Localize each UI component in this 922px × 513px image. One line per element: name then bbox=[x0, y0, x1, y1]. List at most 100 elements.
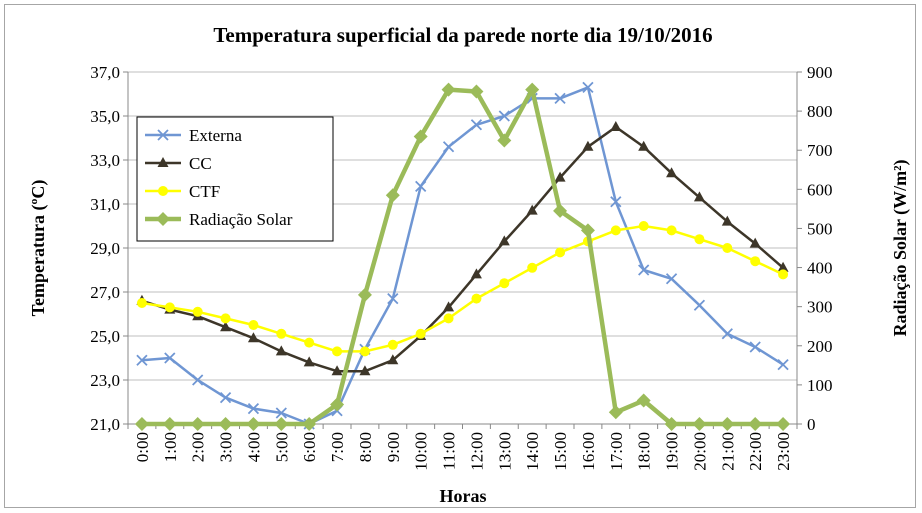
y-tick-label: 27,0 bbox=[90, 283, 120, 302]
data-point bbox=[527, 262, 538, 273]
data-point bbox=[749, 341, 761, 353]
y2-tick-label: 300 bbox=[807, 298, 833, 317]
data-point bbox=[218, 417, 233, 431]
data-point bbox=[190, 417, 205, 431]
data-point bbox=[359, 346, 370, 357]
series-cc bbox=[136, 121, 789, 376]
data-point bbox=[526, 204, 538, 215]
x-tick-label: 21:00 bbox=[718, 432, 737, 471]
x-tick-label: 11:00 bbox=[440, 432, 459, 470]
y2-axis-label: Radiação Solar (W/m²) bbox=[890, 159, 911, 336]
y2-tick-label: 500 bbox=[807, 219, 833, 238]
series-line bbox=[141, 125, 784, 373]
y2-axis-ticks: 0 100 200 300 400 500 600 700 800 900 bbox=[797, 63, 833, 434]
series-ctf bbox=[136, 221, 789, 357]
x-tick-label: 20:00 bbox=[690, 432, 709, 471]
data-point bbox=[247, 332, 259, 343]
data-point bbox=[693, 299, 706, 311]
data-point bbox=[692, 417, 707, 431]
data-point bbox=[610, 196, 622, 208]
data-point bbox=[275, 345, 287, 356]
x-tick-label: 13:00 bbox=[495, 432, 514, 471]
legend: Externa CC CTF Radiação Solar bbox=[136, 116, 334, 242]
x-tick-label: 12:00 bbox=[467, 432, 486, 471]
x-tick-label: 15:00 bbox=[551, 432, 570, 471]
y2-tick-label: 100 bbox=[807, 376, 833, 395]
y2-tick-label: 800 bbox=[807, 102, 833, 121]
legend-label: CC bbox=[189, 154, 212, 173]
y-tick-label: 25,0 bbox=[90, 327, 120, 346]
x-tick-label: 5:00 bbox=[272, 432, 291, 462]
data-point bbox=[470, 268, 482, 279]
x-tick-label: 23:00 bbox=[774, 432, 793, 471]
x-tick-label: 9:00 bbox=[384, 432, 403, 462]
x-tick-label: 7:00 bbox=[328, 432, 347, 462]
x-tick-label: 3:00 bbox=[217, 432, 236, 462]
data-point bbox=[776, 417, 791, 431]
data-point bbox=[498, 235, 510, 246]
y2-tick-label: 900 bbox=[807, 63, 833, 82]
series-group bbox=[134, 81, 791, 431]
y2-tick-label: 0 bbox=[807, 415, 816, 434]
data-point bbox=[302, 417, 317, 431]
x-tick-label: 10:00 bbox=[412, 432, 431, 471]
data-point bbox=[499, 278, 510, 289]
data-point bbox=[666, 167, 678, 178]
y-tick-label: 37,0 bbox=[90, 63, 120, 82]
legend-label: CTF bbox=[189, 182, 220, 201]
data-point bbox=[248, 320, 259, 330]
y-tick-label: 33,0 bbox=[90, 151, 120, 170]
x-tick-label: 17:00 bbox=[607, 432, 626, 471]
x-tick-label: 0:00 bbox=[133, 432, 152, 462]
y-tick-label: 35,0 bbox=[90, 107, 120, 126]
x-tick-label: 22:00 bbox=[746, 432, 765, 471]
data-point bbox=[749, 237, 761, 248]
data-point bbox=[274, 417, 289, 431]
data-point bbox=[694, 234, 705, 245]
data-point bbox=[582, 81, 594, 94]
data-point bbox=[553, 203, 568, 218]
data-point bbox=[387, 339, 398, 350]
x-tick-label: 18:00 bbox=[635, 432, 654, 471]
data-point bbox=[471, 293, 482, 304]
data-point bbox=[497, 133, 512, 148]
data-point bbox=[331, 365, 343, 376]
data-point bbox=[359, 365, 371, 376]
data-point bbox=[134, 417, 149, 431]
data-point bbox=[555, 247, 566, 258]
y-tick-label: 23,0 bbox=[90, 371, 120, 390]
data-point bbox=[610, 121, 622, 131]
data-point bbox=[332, 346, 343, 357]
data-point bbox=[554, 92, 566, 105]
y-axis-ticks: 21,0 23,0 25,0 27,0 29,0 31,0 33,0 35,0 37,0 bbox=[90, 63, 128, 434]
data-point bbox=[638, 140, 650, 151]
data-point bbox=[608, 405, 623, 420]
data-point bbox=[164, 352, 176, 364]
data-point bbox=[777, 358, 789, 371]
data-point bbox=[415, 328, 426, 339]
chart-title: Temperatura superficial da parede norte … bbox=[213, 23, 712, 47]
data-point bbox=[387, 354, 399, 365]
legend-marker bbox=[156, 212, 170, 226]
data-point bbox=[777, 261, 789, 272]
data-point bbox=[276, 328, 287, 339]
y-axis-label: Temperatura (ºC) bbox=[28, 180, 49, 317]
data-point bbox=[303, 356, 315, 367]
data-point bbox=[220, 321, 232, 332]
data-point bbox=[441, 82, 456, 97]
data-point bbox=[722, 243, 733, 253]
y-tick-label: 21,0 bbox=[90, 415, 120, 434]
data-point bbox=[638, 221, 649, 231]
data-point bbox=[498, 110, 510, 122]
data-point bbox=[192, 374, 204, 386]
x-axis-ticks: 0:00 1:00 2:00 3:00 4:00 5:00 6:00 7:00 8:00 9:00… bbox=[127, 424, 798, 471]
x-tick-label: 4:00 bbox=[244, 432, 263, 462]
data-point bbox=[638, 264, 650, 276]
x-axis-label: Horas bbox=[440, 486, 487, 506]
x-tick-label: 14:00 bbox=[523, 432, 542, 471]
x-tick-label: 2:00 bbox=[189, 432, 208, 462]
data-point bbox=[275, 407, 287, 419]
data-point bbox=[610, 225, 621, 236]
data-point bbox=[136, 298, 147, 308]
